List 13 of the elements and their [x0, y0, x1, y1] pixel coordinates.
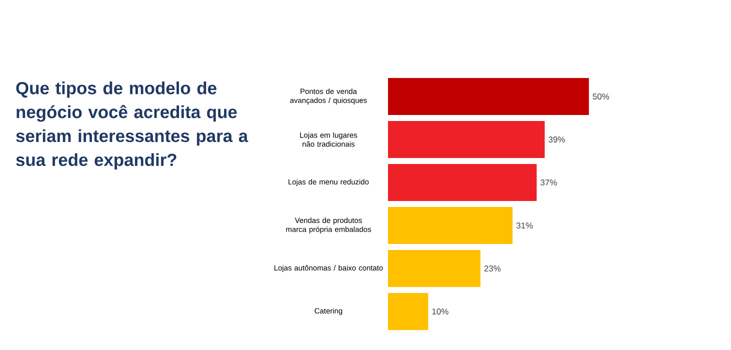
data-label: 39%	[548, 136, 565, 142]
text: Que tipos de modelo de negócio você acredita que seriam interessantes para a sua rede expandir?	[16, 82, 248, 170]
data-label: 37%	[540, 180, 557, 186]
data-label: 50%	[592, 94, 610, 100]
bar	[388, 164, 537, 201]
data-label: 31%	[516, 222, 533, 228]
bar	[388, 293, 428, 330]
data-label: 23%	[484, 266, 501, 272]
bar	[388, 207, 513, 244]
bar	[388, 250, 480, 287]
bar	[388, 78, 589, 115]
data-label: 10%	[432, 308, 448, 314]
bar	[388, 121, 545, 158]
